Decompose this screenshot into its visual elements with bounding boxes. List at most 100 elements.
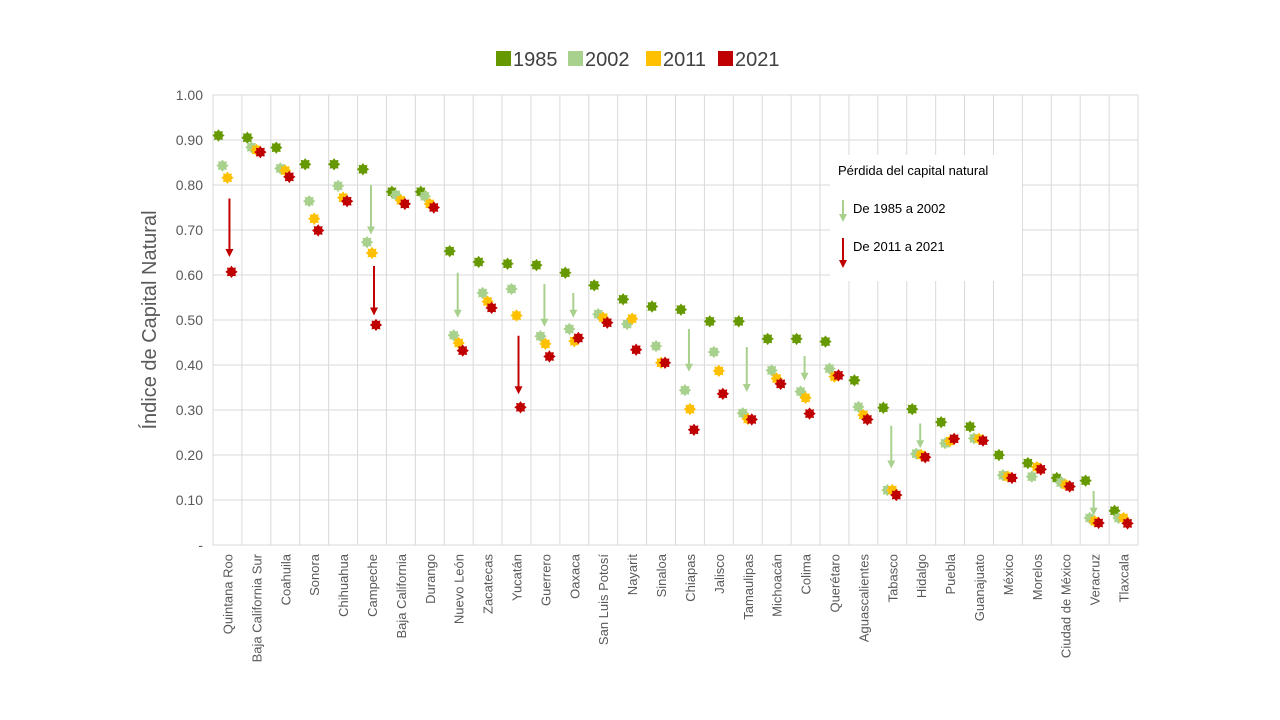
x-tick-label: Quintana Roo (220, 554, 235, 634)
point-2021-8 (456, 344, 469, 357)
point-2002-17 (707, 345, 721, 359)
y-tick-label: 0.10 (176, 492, 203, 508)
y-axis-label: Índice de Capital Natural (138, 210, 161, 429)
x-tick-labels: Quintana Roo Baja California Sur Coahuila S… (220, 553, 1131, 662)
annotation-arrow-red-head (839, 260, 847, 268)
x-tick-label: Zacatecas (481, 554, 496, 614)
x-tick-label: Tlaxcala (1117, 553, 1132, 602)
point-2021-12 (572, 331, 585, 345)
point-2002-15 (649, 339, 663, 353)
y-tick-label: 0.40 (176, 357, 203, 373)
point-1985-2 (270, 141, 283, 154)
point-2011-11 (539, 337, 552, 351)
y-tick-label: 0.80 (176, 177, 203, 193)
point-2021-3 (311, 224, 325, 237)
point-2021-20 (803, 407, 816, 420)
point-1985-28 (1021, 456, 1035, 470)
y-tick-label: 0.30 (176, 402, 203, 418)
y-tick-label: 0.50 (176, 312, 203, 328)
y-tick-label: 0.90 (176, 132, 203, 148)
point-2002-5 (360, 235, 374, 249)
point-1985-30 (1079, 474, 1092, 487)
x-tick-label: Nayarit (625, 554, 640, 596)
point-2021-10 (514, 401, 527, 414)
x-tick-label: Aguascalientes (856, 554, 871, 643)
x-tick-label: Tamaulipas (741, 554, 756, 620)
point-2002-28 (1025, 470, 1039, 483)
point-1985-14 (616, 293, 630, 306)
legend-label-2002: 2002 (585, 49, 630, 71)
point-2021-30 (1092, 516, 1105, 530)
x-tick-label: Chiapas (683, 554, 698, 602)
legend-label-1985: 1985 (513, 49, 558, 71)
y-tick-labels: - 0.10 0.20 0.30 0.40 0.50 0.60 0.70 0.80 0.90 1.0… (176, 87, 204, 553)
point-1985-24 (906, 402, 919, 416)
point-2002-3 (302, 195, 316, 208)
point-2021-19 (774, 377, 787, 391)
point-2021-24 (919, 451, 932, 464)
x-tick-label: Oaxaca (567, 553, 582, 599)
point-2021-2 (283, 170, 296, 184)
arrow-2011-2021-10-head (514, 386, 523, 395)
annotation-item-1985-2002: De 1985 a 2002 (853, 201, 946, 216)
legend-label-2021: 2021 (735, 49, 780, 71)
point-2021-13 (601, 316, 614, 329)
x-tick-label: Michoacán (770, 554, 785, 617)
point-2021-31 (1121, 517, 1134, 530)
x-tick-label: Jalisco (712, 554, 727, 594)
point-2021-16 (687, 423, 701, 436)
point-1985-10 (501, 257, 514, 270)
point-2021-21 (832, 369, 845, 382)
arrow-1985-2002-5-head (366, 226, 375, 235)
point-2021-22 (861, 413, 874, 426)
y-tick-label: 0.70 (176, 222, 203, 238)
legend-swatch-1985 (496, 51, 511, 66)
annotation-box-background (830, 155, 1022, 281)
x-tick-label: Veracruz (1088, 554, 1103, 605)
point-2021-26 (976, 434, 990, 447)
point-1985-15 (645, 300, 659, 313)
point-1985-20 (790, 332, 803, 346)
point-2002-21 (823, 362, 836, 375)
point-1985-1 (241, 131, 254, 144)
x-tick-label: Tabasco (885, 554, 900, 602)
x-tick-label: Sinaloa (654, 553, 669, 597)
point-2002-10 (505, 282, 518, 296)
point-1985-4 (327, 158, 341, 171)
point-1985-16 (674, 303, 688, 316)
point-2011-10 (510, 309, 523, 322)
point-1985-17 (703, 315, 717, 328)
point-1985-13 (588, 279, 601, 292)
legend: 1985 2002 2011 2021 (496, 49, 780, 71)
y-tick-label: 1.00 (176, 87, 203, 103)
x-tick-label: Puebla (943, 553, 958, 594)
point-2002-9 (476, 286, 489, 300)
point-2021-7 (427, 201, 440, 214)
point-2021-1 (254, 145, 267, 159)
point-2021-15 (658, 356, 672, 369)
x-tick-label: Hidalgo (914, 554, 929, 598)
x-tick-label: San Luis Potosí (596, 554, 611, 645)
point-2021-9 (485, 301, 498, 315)
legend-label-2011: 2011 (663, 49, 706, 71)
point-2021-18 (745, 413, 758, 426)
arrow-1985-2002-8-head (453, 309, 462, 318)
point-1985-11 (530, 258, 543, 272)
point-2011-0 (221, 171, 234, 184)
point-1985-9 (472, 255, 485, 269)
arrow-2011-2021-0-head (225, 249, 234, 257)
data-points (212, 129, 1134, 530)
point-2021-17 (716, 387, 730, 400)
point-2021-29 (1063, 480, 1076, 493)
point-2021-23 (890, 488, 903, 502)
x-tick-label: Ciudad de México (1059, 554, 1074, 658)
point-1985-0 (212, 129, 225, 142)
arrow-1985-2002-20-head (800, 372, 809, 381)
point-2002-4 (331, 179, 345, 193)
arrows (225, 185, 1098, 516)
x-tick-label: Morelos (1030, 554, 1045, 601)
point-2021-4 (340, 195, 354, 208)
point-2011-5 (365, 246, 379, 260)
point-1985-27 (992, 448, 1006, 462)
